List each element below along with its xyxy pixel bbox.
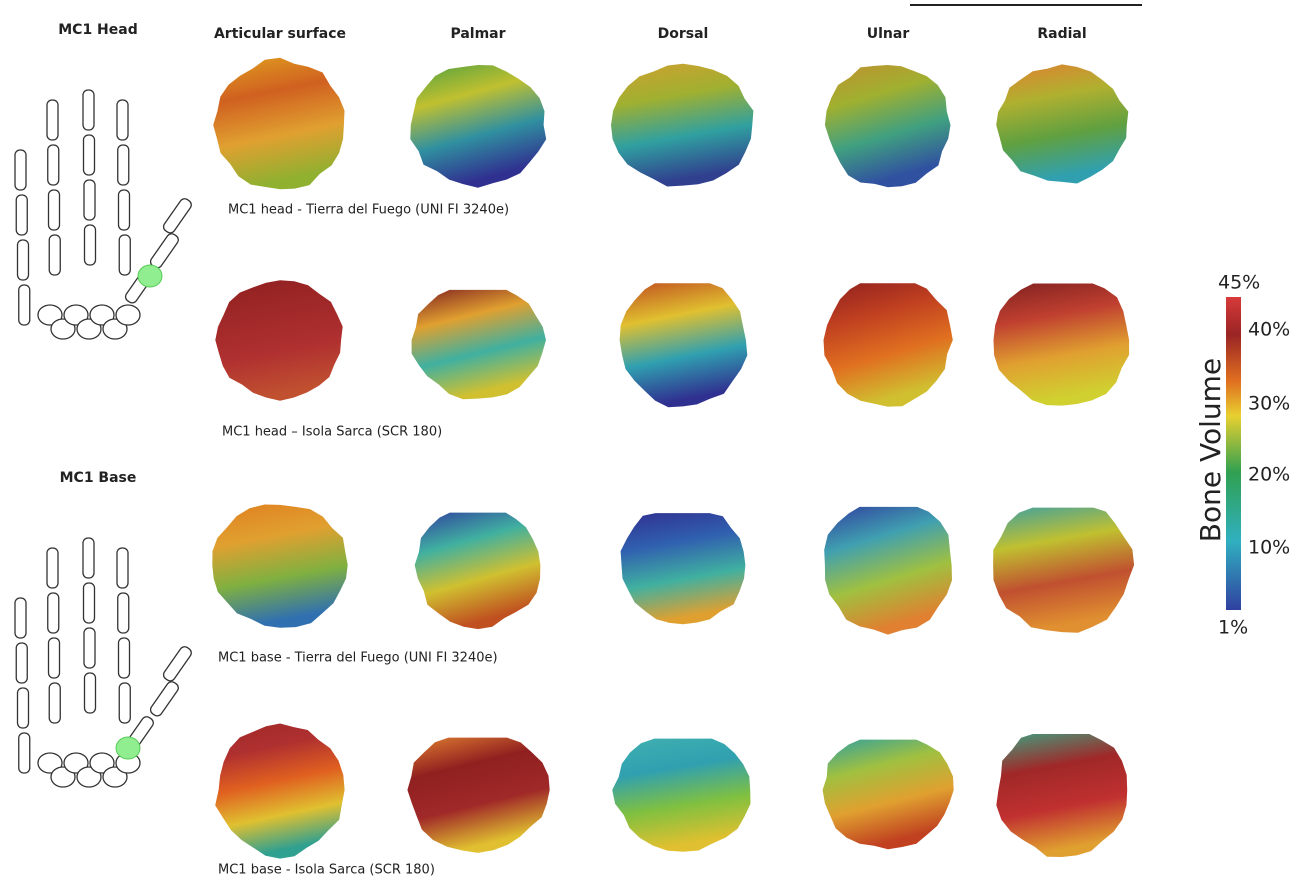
- bone-map: [611, 64, 753, 187]
- bone: [15, 598, 26, 638]
- bone: [119, 638, 130, 678]
- figure: MC1 Head MC1 Base Articular surface Palma…: [0, 0, 1307, 887]
- highlight: [138, 265, 162, 287]
- bone: [119, 190, 130, 230]
- bone: [84, 135, 95, 175]
- bone: [16, 195, 27, 235]
- column-header: Dorsal: [658, 26, 709, 42]
- bone-map: [212, 505, 347, 628]
- bone: [149, 232, 181, 270]
- bone: [18, 240, 29, 280]
- colorbar-label: 1%: [1218, 617, 1248, 639]
- bone: [19, 285, 30, 325]
- column-header: Radial: [1037, 26, 1086, 42]
- bone: [119, 683, 130, 723]
- bone: [49, 683, 60, 723]
- section-title: MC1 Base: [60, 470, 137, 486]
- bone-map: [213, 58, 344, 190]
- section-title: MC1 Head: [58, 22, 138, 38]
- bone: [116, 305, 140, 325]
- bone: [16, 643, 27, 683]
- column-header: Ulnar: [867, 26, 910, 42]
- bone: [118, 593, 129, 633]
- row-caption: MC1 head - Tierra del Fuego (UNI FI 3240…: [228, 203, 509, 218]
- bone: [85, 673, 96, 713]
- bone: [119, 235, 130, 275]
- column-header: Articular surface: [214, 26, 346, 42]
- colorbar-label: 10%: [1248, 537, 1290, 559]
- bone-map: [824, 283, 953, 406]
- bone-maps: [212, 58, 1134, 859]
- bone-map: [612, 739, 750, 852]
- bone: [48, 145, 59, 185]
- bone: [83, 538, 94, 578]
- row-caption: MC1 base - Isola Sarca (SCR 180): [218, 863, 435, 878]
- bone-map: [621, 513, 746, 624]
- bone-map: [415, 513, 541, 630]
- hand-illustrations: [15, 90, 193, 787]
- bone: [84, 583, 95, 623]
- bone-map: [993, 508, 1134, 633]
- bone: [84, 180, 95, 220]
- colorbar-title: Bone Volume: [1194, 358, 1227, 542]
- hand: [15, 538, 193, 787]
- bone-map: [994, 284, 1130, 406]
- colorbar: [1226, 297, 1241, 610]
- column-header: Palmar: [450, 26, 505, 42]
- bone: [18, 688, 29, 728]
- bone: [162, 645, 194, 683]
- bone: [84, 628, 95, 668]
- labels: Articular surface Palmar Dorsal Ulnar Radial…: [214, 26, 1290, 878]
- bone: [48, 593, 59, 633]
- row-caption: MC1 base - Tierra del Fuego (UNI FI 3240…: [218, 651, 498, 666]
- colorbar-label: 20%: [1248, 464, 1290, 486]
- bone: [162, 197, 194, 235]
- highlight: [116, 737, 140, 759]
- bone-map: [407, 738, 549, 853]
- bone-map: [215, 724, 344, 859]
- bone-map: [410, 65, 546, 188]
- bone-map: [620, 283, 748, 407]
- bone: [117, 100, 128, 140]
- bone-map: [823, 740, 954, 850]
- bone: [83, 90, 94, 130]
- colorbar-label: 45%: [1218, 272, 1260, 294]
- bone: [117, 548, 128, 588]
- bone: [49, 190, 60, 230]
- bone: [19, 733, 30, 773]
- hand: [15, 90, 193, 339]
- bone-map: [996, 734, 1127, 857]
- bone: [49, 638, 60, 678]
- bone: [49, 235, 60, 275]
- bone: [149, 680, 181, 718]
- colorbar-label: 40%: [1248, 319, 1290, 341]
- bone: [47, 100, 58, 140]
- bone-map: [825, 65, 951, 187]
- bone-map: [412, 290, 546, 399]
- bone-map: [996, 64, 1128, 183]
- bone: [47, 548, 58, 588]
- bone-map: [215, 280, 342, 401]
- bone: [118, 145, 129, 185]
- row-caption: MC1 head – Isola Sarca (SCR 180): [222, 425, 442, 440]
- bone-map: [824, 507, 952, 635]
- colorbar-label: 30%: [1248, 393, 1290, 415]
- bone: [85, 225, 96, 265]
- bone: [15, 150, 26, 190]
